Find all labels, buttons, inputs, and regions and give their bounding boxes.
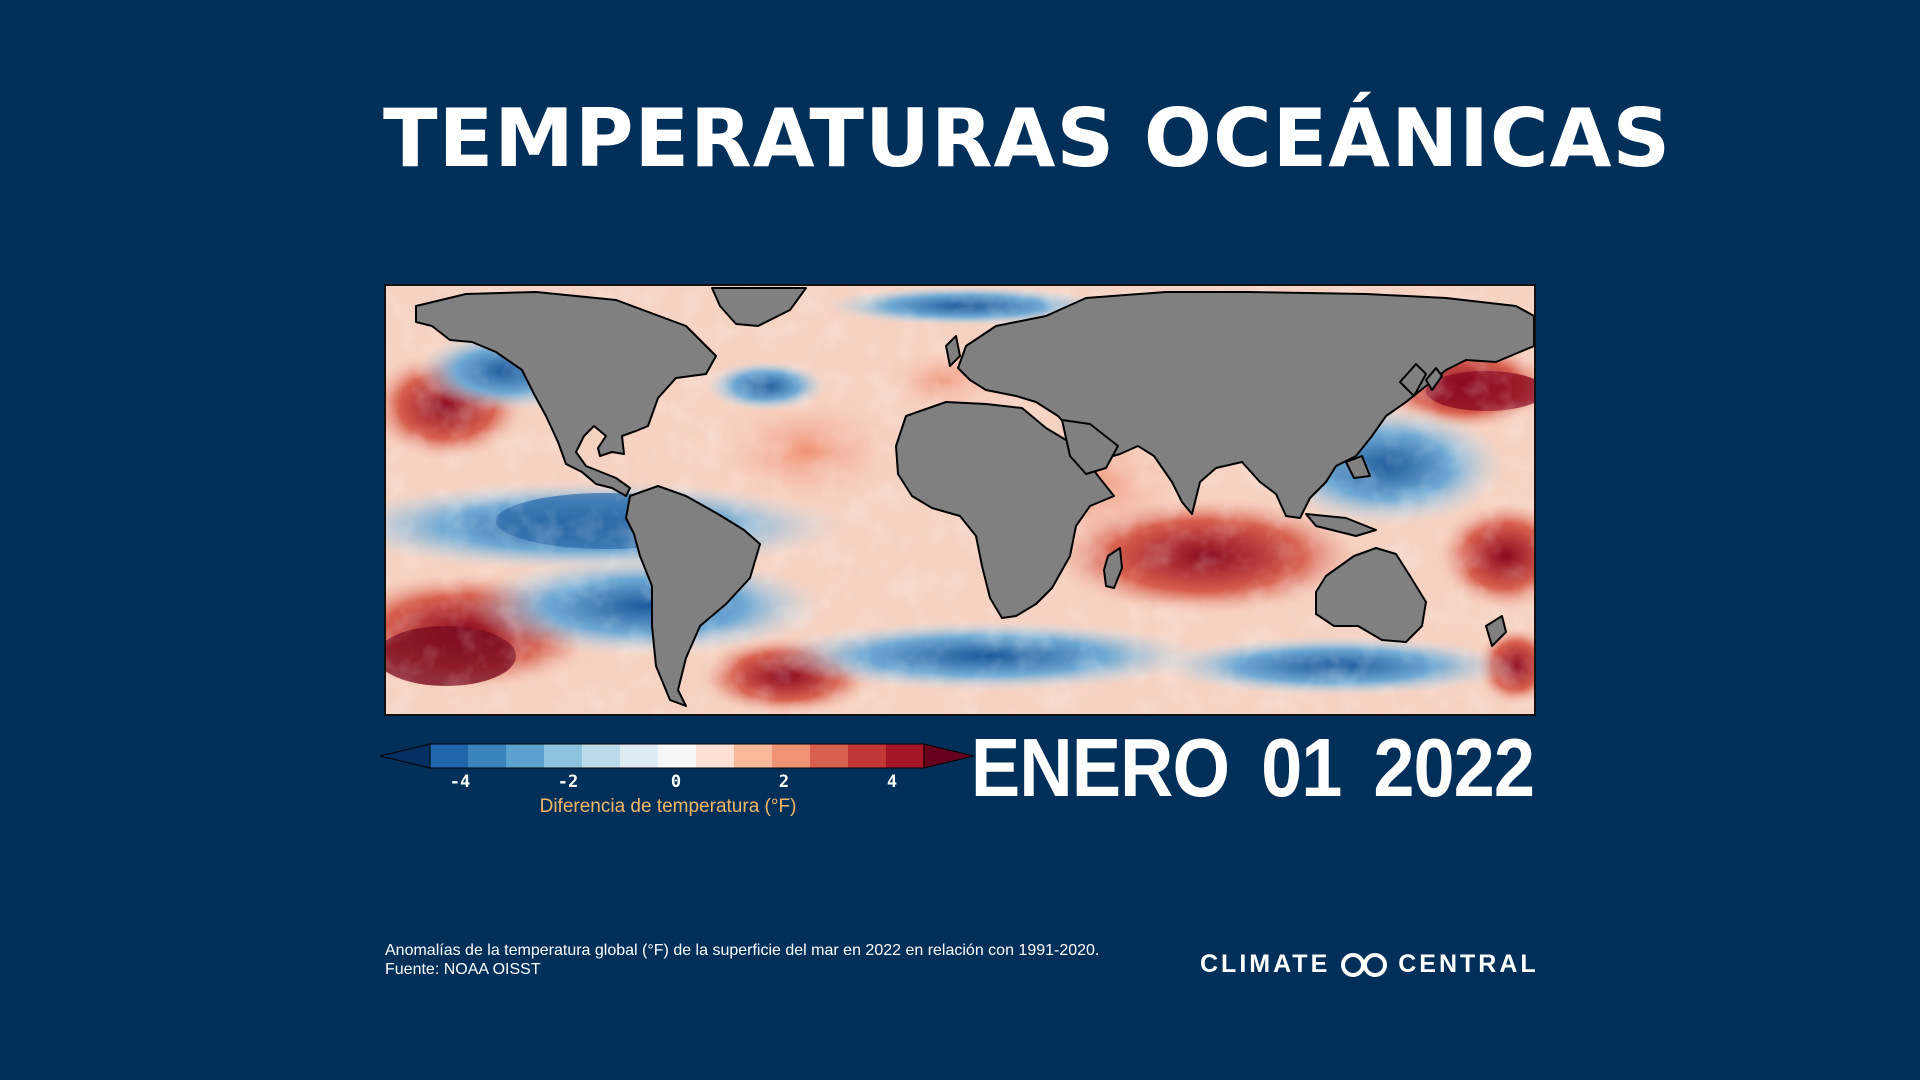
- colorbar-bin: [582, 744, 621, 768]
- colorbar-extend-low: [380, 743, 431, 769]
- colorbar-bin: [468, 744, 507, 768]
- caption-source: Fuente: NOAA OISST: [385, 961, 541, 978]
- page-title: TEMPERATURAS OCEÁNICAS: [383, 92, 1672, 185]
- colorbar-bin: [810, 744, 849, 768]
- colorbar-outline: [429, 743, 925, 769]
- colorbar-extend-high: [923, 743, 974, 769]
- colorbar-tick: 2: [778, 772, 790, 792]
- brand-left: CLIMATE: [1200, 950, 1331, 978]
- colorbar-bin: [848, 744, 887, 768]
- date-display: ENERO 01 2022: [970, 720, 1535, 815]
- brand-right: CENTRAL: [1398, 950, 1539, 978]
- colorbar: [380, 743, 974, 769]
- date-month: ENERO: [970, 721, 1230, 815]
- date-day: 01: [1261, 721, 1342, 815]
- colorbar-bin: [772, 744, 811, 768]
- caption: Anomalías de la temperatura global (°F) …: [385, 941, 1099, 979]
- colorbar-bin: [886, 744, 925, 768]
- colorbar-bin: [620, 744, 659, 768]
- caption-description: Anomalías de la temperatura global (°F) …: [385, 942, 1100, 959]
- colorbar-tick: -4: [449, 772, 471, 792]
- colorbar-bin: [696, 744, 735, 768]
- map-svg: [386, 286, 1534, 714]
- colorbar-label: Diferencia de temperatura (°F): [539, 796, 797, 817]
- sst-anomaly-map: [384, 284, 1536, 716]
- colorbar-tick: -2: [557, 772, 579, 792]
- colorbar-bin: [544, 744, 583, 768]
- colorbar-bin: [734, 744, 773, 768]
- colorbar-tick: 4: [886, 772, 898, 792]
- date-year: 2022: [1373, 721, 1535, 815]
- colorbar-bin: [658, 744, 697, 768]
- colorbar-tick: 0: [670, 772, 682, 792]
- colorbar-bin: [506, 744, 545, 768]
- land-polygons: [415, 287, 1534, 707]
- climate-central-logo-icon: [1341, 952, 1388, 977]
- colorbar-bin: [430, 744, 469, 768]
- climate-central-logo: CLIMATE CENTRAL: [1200, 950, 1539, 979]
